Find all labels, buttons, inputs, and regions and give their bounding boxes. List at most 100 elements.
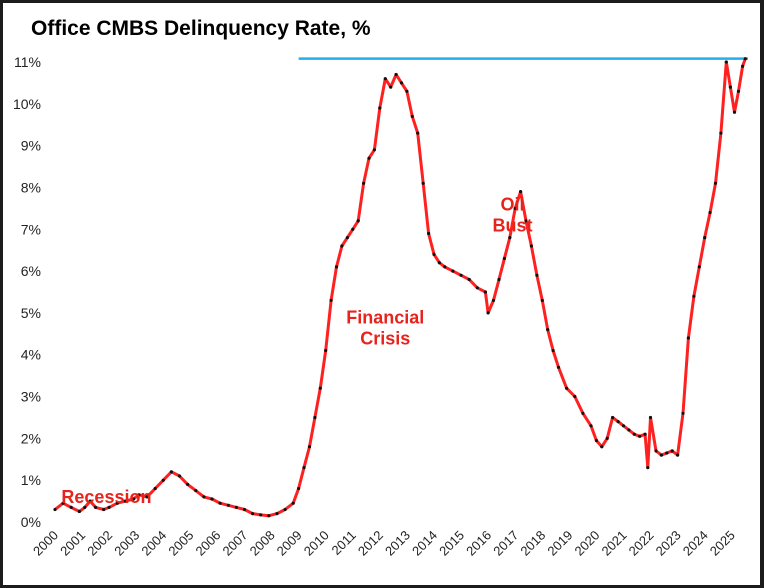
data-point bbox=[600, 445, 604, 449]
data-point bbox=[432, 252, 436, 256]
y-tick-label: 2% bbox=[21, 430, 41, 446]
data-point bbox=[681, 411, 685, 415]
annotation-label: Recession bbox=[61, 487, 151, 507]
data-point bbox=[83, 505, 87, 509]
data-point bbox=[226, 503, 230, 507]
annotation-label: Bust bbox=[492, 215, 532, 235]
data-point bbox=[708, 210, 712, 215]
data-point bbox=[356, 219, 360, 223]
data-point bbox=[202, 495, 206, 499]
x-tick-label: 2017 bbox=[490, 528, 521, 559]
x-tick-label: 2019 bbox=[544, 528, 575, 559]
x-tick-label: 2003 bbox=[111, 528, 142, 559]
data-point bbox=[77, 509, 81, 514]
data-point bbox=[94, 505, 98, 509]
data-point bbox=[486, 311, 490, 315]
annotation-label: Oil bbox=[500, 194, 524, 214]
x-tick-label: 2005 bbox=[165, 528, 196, 559]
chart-svg: 0%1%2%3%4%5%6%7%8%9%10%11% 2000200120022… bbox=[13, 54, 748, 559]
data-point bbox=[145, 495, 149, 499]
data-point bbox=[345, 236, 349, 240]
data-point bbox=[573, 394, 577, 399]
data-point bbox=[524, 219, 528, 223]
data-point bbox=[131, 497, 136, 501]
data-point bbox=[421, 181, 425, 185]
annotation-label: Crisis bbox=[360, 328, 410, 348]
data-point bbox=[605, 436, 609, 440]
data-point bbox=[137, 493, 141, 497]
y-tick-label: 6% bbox=[21, 263, 41, 279]
data-point bbox=[724, 60, 728, 64]
data-point bbox=[69, 505, 73, 509]
data-point bbox=[329, 298, 333, 302]
x-tick-label: 2021 bbox=[599, 528, 630, 559]
x-tick-label: 2001 bbox=[57, 528, 88, 559]
y-tick-label: 10% bbox=[13, 96, 41, 112]
data-point bbox=[732, 110, 737, 114]
x-tick-labels: 2000200120022003200420052006200720082009… bbox=[30, 528, 738, 559]
data-point bbox=[410, 114, 414, 118]
annotation-label: Financial bbox=[346, 307, 424, 327]
x-tick-label: 2025 bbox=[707, 528, 738, 559]
x-tick-label: 2002 bbox=[84, 528, 115, 559]
data-point bbox=[102, 507, 106, 512]
data-point bbox=[508, 236, 512, 240]
data-point bbox=[242, 507, 247, 512]
data-point bbox=[437, 261, 441, 265]
data-point bbox=[665, 451, 669, 455]
x-tick-label: 2024 bbox=[680, 528, 711, 559]
data-point bbox=[389, 85, 393, 89]
data-point bbox=[427, 231, 431, 236]
data-point bbox=[405, 89, 409, 93]
data-point bbox=[648, 415, 653, 420]
data-point bbox=[340, 244, 344, 248]
data-point bbox=[177, 474, 182, 478]
y-tick-label: 3% bbox=[21, 389, 41, 405]
data-point bbox=[546, 328, 550, 332]
data-point bbox=[611, 415, 615, 420]
data-point bbox=[659, 453, 664, 457]
chart-title: Office CMBS Delinquency Rate, % bbox=[31, 17, 371, 40]
series-line bbox=[54, 58, 747, 518]
data-point bbox=[318, 386, 322, 390]
y-tick-label: 7% bbox=[21, 221, 41, 237]
y-tick-label: 11% bbox=[14, 54, 41, 70]
data-point bbox=[362, 181, 366, 185]
data-point bbox=[565, 386, 569, 390]
chart-frame: Office CMBS Delinquency Rate, % 0% 1% 2% 3%… bbox=[3, 3, 760, 585]
data-point bbox=[115, 501, 119, 505]
y-tick-label: 8% bbox=[21, 179, 41, 195]
data-point bbox=[302, 466, 306, 470]
data-point bbox=[459, 273, 463, 277]
data-point bbox=[443, 265, 447, 269]
x-tick-label: 2020 bbox=[571, 528, 602, 559]
x-tick-label: 2006 bbox=[192, 528, 223, 559]
data-point bbox=[267, 514, 271, 518]
data-point bbox=[351, 227, 355, 231]
data-point bbox=[728, 85, 733, 89]
x-tick-label: 2004 bbox=[138, 528, 169, 559]
data-point bbox=[186, 482, 190, 486]
data-point bbox=[88, 499, 92, 503]
data-point bbox=[627, 428, 631, 432]
data-point bbox=[275, 512, 279, 516]
data-point bbox=[53, 507, 57, 512]
x-tick-label: 2015 bbox=[436, 528, 467, 559]
x-tick-label: 2023 bbox=[653, 528, 684, 559]
data-point bbox=[654, 449, 658, 453]
data-point bbox=[283, 507, 287, 512]
data-point bbox=[713, 181, 718, 185]
data-point bbox=[383, 77, 387, 81]
x-tick-label: 2007 bbox=[220, 528, 251, 559]
data-point bbox=[399, 81, 404, 85]
data-point bbox=[736, 89, 741, 93]
data-point bbox=[621, 424, 626, 428]
data-point bbox=[251, 512, 255, 516]
x-tick-label: 2012 bbox=[355, 528, 386, 559]
data-point bbox=[153, 486, 157, 491]
data-point bbox=[556, 365, 561, 369]
data-point bbox=[394, 72, 398, 77]
y-tick-label: 5% bbox=[21, 305, 41, 321]
data-point bbox=[123, 499, 127, 503]
data-point bbox=[676, 453, 680, 457]
